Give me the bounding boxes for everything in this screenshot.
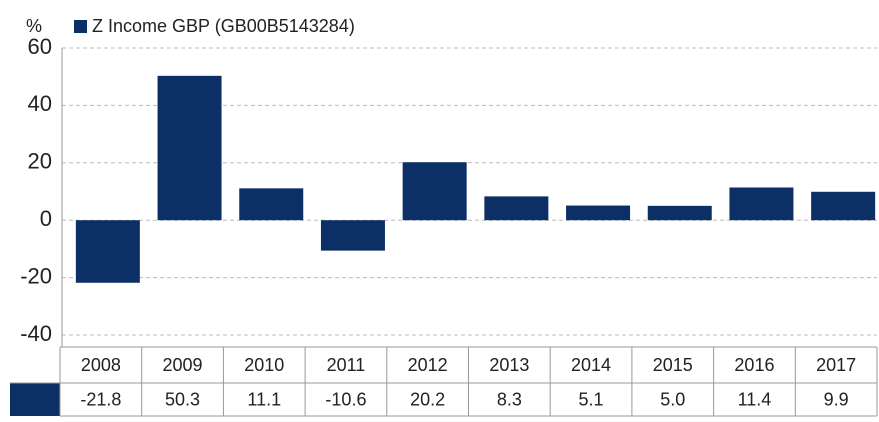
legend-swatch [74,20,87,33]
bar [157,75,222,221]
x-tick-label: 2009 [163,355,203,375]
bar [647,205,712,221]
y-tick-label: -20 [20,263,52,288]
x-tick-label: 2010 [244,355,284,375]
table-swatch [10,383,60,416]
bar [239,188,304,221]
y-tick-label: -40 [20,321,52,346]
value-label: -21.8 [80,389,121,409]
y-tick-label: 0 [40,206,52,231]
x-tick-label: 2015 [653,355,693,375]
y-tick-label: 60 [28,34,52,59]
bar [75,220,140,283]
value-label: 8.3 [497,389,522,409]
bar [484,196,549,221]
bar [811,191,876,221]
y-tick-label: 40 [28,91,52,116]
legend-label: Z Income GBP (GB00B5143284) [92,16,355,36]
value-label: 11.1 [247,389,281,409]
x-tick-label: 2012 [408,355,448,375]
bar [402,162,467,221]
value-label: 50.3 [165,389,200,409]
x-tick-label: 2013 [489,355,529,375]
value-label: 20.2 [410,389,445,409]
value-label: 5.1 [579,389,604,409]
x-tick-label: 2008 [81,355,121,375]
x-tick-label: 2016 [734,355,774,375]
bar [729,187,794,221]
value-label: -10.6 [325,389,366,409]
bar [320,220,385,251]
bar [566,205,631,221]
x-tick-label: 2014 [571,355,611,375]
y-tick-label: 20 [28,149,52,174]
value-label: 9.9 [824,389,849,409]
y-axis-label: % [26,16,42,36]
value-label: 11.4 [738,389,772,409]
value-label: 5.0 [660,389,685,409]
x-tick-label: 2017 [816,355,856,375]
x-tick-label: 2011 [327,355,366,375]
